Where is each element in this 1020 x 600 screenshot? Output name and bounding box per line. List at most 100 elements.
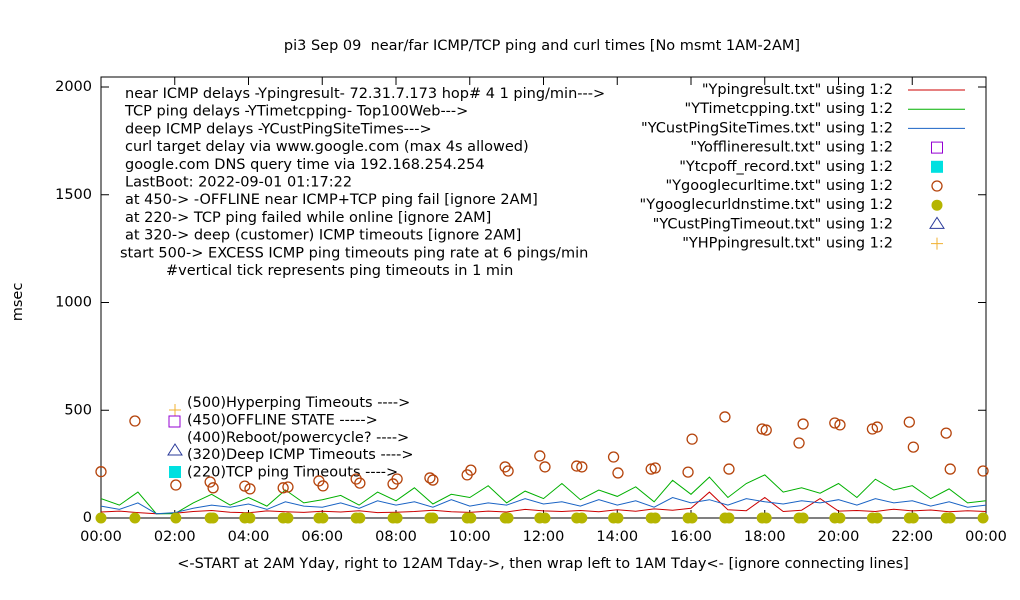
x-tick-label: 20:00	[818, 529, 860, 545]
x-tick-label: 04:00	[228, 529, 270, 545]
point	[244, 483, 256, 495]
legend-label: "Yofflineresult.txt" using 1:2	[690, 140, 893, 156]
point	[866, 423, 879, 435]
point	[649, 512, 661, 524]
legend-swatch	[929, 216, 945, 229]
annotation: at 220-> TCP ping failed while online [i…	[125, 210, 491, 226]
point	[907, 512, 919, 524]
key-note: (400)Reboot/powercycle? ---->	[187, 430, 409, 446]
point	[760, 424, 772, 436]
point	[829, 417, 841, 429]
point	[204, 476, 216, 488]
y-tick-label: 1000	[55, 295, 92, 311]
point	[391, 512, 403, 524]
point	[686, 512, 698, 524]
point	[354, 477, 366, 489]
point	[607, 451, 620, 463]
point	[317, 480, 329, 492]
point	[797, 512, 809, 524]
legend-swatch	[931, 199, 943, 211]
point	[612, 512, 624, 524]
x-tick-label: 08:00	[375, 529, 417, 545]
legend-label: "YCustPingSiteTimes.txt" using 1:2	[641, 120, 893, 136]
point	[649, 462, 661, 474]
point	[871, 512, 883, 524]
point	[95, 512, 107, 524]
annotation: at 450-> -OFFLINE near ICMP+TCP ping fai…	[125, 192, 538, 208]
point	[317, 512, 329, 524]
symbol	[169, 466, 181, 478]
x-tick-label: 22:00	[891, 529, 933, 545]
point	[907, 441, 920, 453]
point	[207, 512, 219, 524]
x-tick-label: 18:00	[744, 529, 786, 545]
legend-label: "YCustPingTimeout.txt" using 1:2	[653, 216, 893, 232]
key-note: (220)TCP ping Timeouts ---->	[187, 465, 398, 481]
point	[170, 479, 182, 491]
y-tick-label: 2000	[55, 79, 92, 95]
y-tick-label: 500	[64, 402, 92, 418]
point	[465, 464, 477, 476]
point	[977, 465, 989, 477]
point	[940, 427, 952, 439]
point	[797, 418, 809, 430]
point	[539, 512, 551, 524]
point	[944, 512, 956, 524]
point	[576, 461, 588, 473]
y-tick-label: 0	[83, 510, 92, 526]
annotation: #vertical tick represents ping timeouts …	[166, 263, 513, 279]
point	[129, 512, 141, 524]
point	[793, 437, 805, 449]
x-tick-label: 02:00	[154, 529, 196, 545]
annotation: TCP ping delays -YTimetcpping- Top100Web…	[124, 104, 468, 120]
point	[244, 512, 256, 524]
point	[723, 463, 735, 475]
key-note: (450)OFFLINE STATE ----->	[187, 412, 378, 428]
legend-label: "YHPpingresult.txt" using 1:2	[682, 236, 893, 252]
point	[502, 512, 514, 524]
point	[170, 512, 182, 524]
point	[465, 512, 477, 524]
legend-label: "Ygooglecurldnstime.txt" using 1:2	[640, 197, 893, 213]
point	[424, 472, 436, 484]
legend-label: "Ygooglecurltime.txt" using 1:2	[666, 178, 894, 194]
annotation: at 320-> deep (customer) ICMP timeouts […	[125, 228, 521, 244]
legend-swatch	[931, 237, 943, 250]
x-tick-label: 14:00	[596, 529, 638, 545]
annotation: deep ICMP delays -YCustPingSiteTimes--->	[125, 121, 432, 137]
point	[502, 465, 514, 477]
series-line	[101, 474, 986, 515]
point	[871, 421, 883, 433]
point	[944, 463, 956, 475]
annotation: curl target delay via www.google.com (ma…	[125, 139, 529, 155]
y-tick-label: 1500	[55, 187, 92, 203]
x-tick-label: 12:00	[523, 529, 565, 545]
point	[719, 411, 731, 423]
point	[576, 512, 588, 524]
point	[539, 461, 551, 473]
point	[760, 512, 772, 524]
annotation: start 500-> EXCESS ICMP ping timeouts pi…	[120, 245, 588, 261]
legend-label: "Ytcpoff_record.txt" using 1:2	[679, 159, 893, 175]
point	[534, 450, 546, 462]
point	[903, 416, 915, 428]
annotation: google.com DNS query time via 192.168.25…	[125, 157, 485, 173]
chart-title: pi3 Sep 09 near/far ICMP/TCP ping and cu…	[284, 38, 800, 54]
point	[834, 512, 846, 524]
symbol	[167, 443, 183, 456]
legend-swatch	[931, 160, 943, 173]
point	[723, 512, 735, 524]
legend-label: "YTimetcpping.txt" using 1:2	[685, 101, 893, 117]
symbol	[168, 415, 181, 428]
x-tick-label: 10:00	[449, 529, 491, 545]
legend-swatch	[931, 141, 943, 154]
series-line	[101, 496, 986, 515]
point	[282, 481, 294, 493]
point	[207, 482, 219, 494]
x-axis-label: <-START at 2AM Yday, right to 12AM Tday-…	[177, 556, 909, 572]
point	[571, 460, 583, 472]
x-tick-label: 16:00	[670, 529, 712, 545]
point	[427, 512, 439, 524]
